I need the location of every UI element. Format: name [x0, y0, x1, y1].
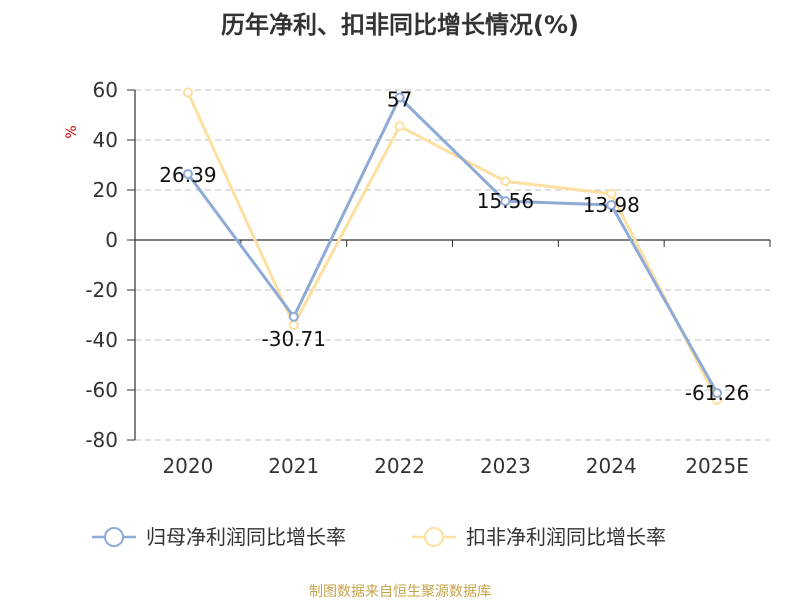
source-note: 制图数据来自恒生聚源数据库	[309, 584, 491, 600]
y-tick-label: -20	[85, 278, 118, 302]
y-tick-label: -40	[85, 328, 118, 352]
x-tick-label: 2020	[162, 454, 213, 478]
x-tick-label: 2022	[374, 454, 425, 478]
y-axis-unit-label: %	[64, 125, 80, 138]
legend-item-0: 归母净利润同比增长率	[92, 525, 346, 549]
series-point-1	[500, 176, 511, 187]
data-label: 57	[387, 88, 412, 112]
chart-title: 历年净利、扣非同比增长情况(%)	[221, 11, 579, 39]
legend-item-1: 扣非净利润同比增长率	[412, 525, 666, 549]
data-labels: 26.39 -30.71 57 15.56 13.98 -61.26	[159, 88, 749, 406]
x-tick-label: 2024	[586, 454, 637, 478]
series-point-1	[182, 87, 193, 98]
axes: 60 40 20 0 -20 -40 -60 -80 2020 2021 2022 2023 2024 2…	[85, 78, 771, 478]
series-point-0	[500, 196, 511, 207]
y-tick-label: 0	[105, 228, 118, 252]
series-line-1	[186, 91, 719, 401]
gridlines	[135, 89, 770, 441]
series-point-0	[712, 388, 723, 399]
x-tick-label: 2021	[268, 454, 319, 478]
legend-marker	[104, 527, 124, 547]
x-tick-label: 2025E	[685, 454, 749, 478]
y-tick-label: 40	[93, 128, 118, 152]
data-label: 13.98	[583, 193, 640, 217]
series-point-0	[606, 200, 617, 211]
legend-label: 归母净利润同比增长率	[146, 525, 346, 549]
series-point-0	[288, 311, 299, 322]
legend: 归母净利润同比增长率 扣非净利润同比增长率	[92, 525, 666, 549]
y-tick-label: -80	[85, 428, 118, 452]
series-point-1	[394, 121, 405, 132]
data-label: 15.56	[477, 189, 534, 213]
data-label: 26.39	[159, 163, 216, 187]
y-tick-label: -60	[85, 378, 118, 402]
x-tick-label: 2023	[480, 454, 531, 478]
series-point-0	[182, 169, 193, 180]
y-tick-label: 60	[93, 78, 118, 102]
data-label: -61.26	[685, 381, 749, 405]
legend-marker	[424, 527, 444, 547]
legend-label: 扣非净利润同比增长率	[466, 525, 666, 549]
series-line-0	[186, 96, 719, 394]
series-lines	[182, 87, 723, 405]
series-point-1	[606, 188, 617, 199]
series-point-0	[394, 92, 405, 103]
y-tick-label: 20	[93, 178, 118, 202]
data-label: -30.71	[262, 327, 326, 351]
